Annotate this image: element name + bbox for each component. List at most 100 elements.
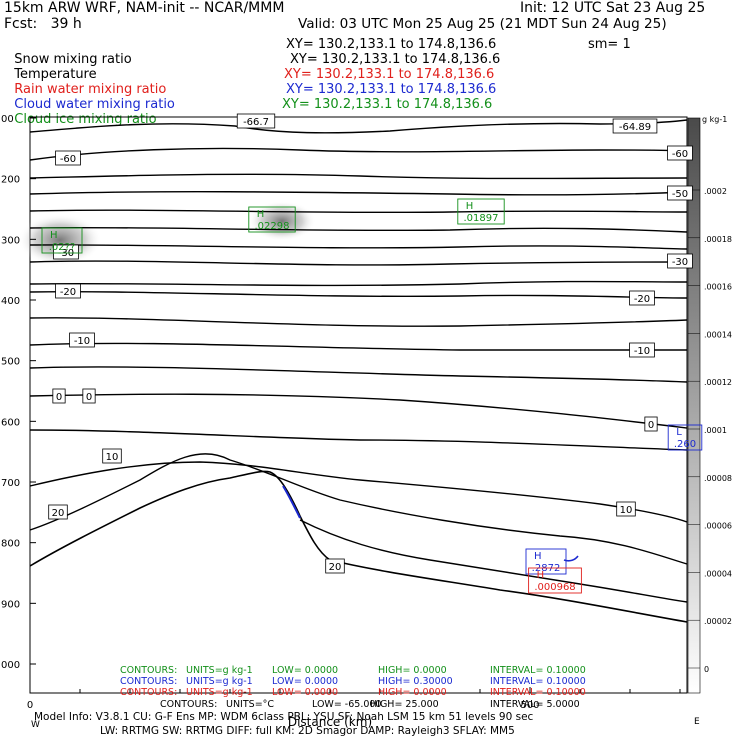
extremum-kind: H (537, 570, 545, 581)
field-xy-temperature: XY= 130.2,133.1 to 174.8,136.6 (290, 52, 501, 67)
colorbar-label: .0002 (704, 187, 727, 196)
temperature-label-box (55, 150, 81, 166)
extremum-value: .02?? (49, 242, 76, 253)
extremum-value: .01897 (464, 213, 499, 224)
colorbar-unit: g kg-1 (702, 115, 727, 124)
isotherm-line (29, 260, 688, 266)
colorbar-label: 0 (704, 665, 709, 674)
colorbar-label: .00012 (704, 378, 732, 387)
isotherm-line (29, 190, 688, 196)
x-axis: 0 500 (27, 687, 681, 711)
field-name: Cloud ice mixing ratio (14, 112, 157, 127)
temperature-label: 0 (86, 392, 92, 403)
model-title: 15km ARW WRF, NAM-init -- NCAR/MMM (4, 0, 285, 16)
extremum-box (528, 567, 582, 594)
isotherm-line (299, 519, 688, 603)
temperature-label: 0 (56, 392, 62, 403)
extremum-box (667, 424, 703, 451)
temperature-label: -60 (60, 154, 76, 165)
contours-interval: INTERVAL= 0.10000 (490, 665, 586, 676)
temperature-label: -10 (74, 336, 90, 347)
extremum-value: .02298 (255, 221, 290, 232)
y-tick-label: 700 (1, 478, 20, 489)
y-tick-label: 800 (1, 539, 20, 550)
temperature-label-box (48, 504, 68, 520)
temperature-label: 20 (52, 508, 65, 519)
temperature-label: -64.89 (619, 122, 651, 133)
contours-low: LOW= 0.0000 (272, 665, 338, 676)
field-xy-cloud-ice: XY= 130.2,133.1 to 174.8,136.6 (282, 97, 493, 112)
temperature-label-box (53, 244, 79, 260)
isotherm-line (29, 429, 688, 451)
isotherm-line (29, 280, 688, 287)
temperature-label: -30 (672, 257, 688, 268)
model-info-footer: Model Info: V3.8.1 CU: G-F Ens MP: WDM 6… (34, 711, 534, 723)
extremum-value: .2872 (532, 563, 561, 574)
isotherm-line (29, 317, 688, 327)
contours-high: HIGH= 0.0000 (378, 687, 447, 698)
temperature-label: 10 (620, 505, 633, 516)
contours-high: HIGH= 25.000 (370, 699, 439, 710)
field-xy-snow: XY= 130.2,133.1 to 174.8,136.6 (286, 37, 497, 52)
init-time: Init: 12 UTC Sat 23 Aug 25 (520, 0, 706, 16)
temperature-label-box (55, 283, 81, 299)
colorbar-label: .00002 (704, 617, 732, 626)
isotherm-line (29, 244, 688, 250)
y-tick-label: 900 (1, 599, 20, 610)
temperature-label-box (667, 253, 693, 269)
contours-low: LOW= 0.0000 (272, 687, 338, 698)
temperature-label: 0 (648, 420, 654, 431)
temperature-label: -20 (634, 294, 650, 305)
temperature-label-box (667, 185, 693, 201)
isotherm-line (29, 461, 688, 523)
field-row-cloud-water: Cloud water mixing ratio (6, 82, 175, 112)
extremum-kind: H (466, 201, 474, 212)
temperature-label-box (82, 388, 96, 404)
isotherm-line (29, 366, 688, 383)
y-tick-label: 400 (1, 296, 20, 307)
extremum-value: .000968 (534, 582, 575, 593)
isotherm-line (29, 147, 688, 161)
extremum-box (457, 198, 505, 225)
plot-frame (29, 116, 688, 694)
extremum-kind: L (676, 427, 682, 438)
y-tick-label: 500 (1, 357, 20, 368)
extremum-value: .260 (674, 439, 696, 450)
y-tick-label: 00 (1, 114, 14, 125)
temperature-label: 10 (106, 452, 119, 463)
terrain-line (29, 470, 688, 623)
field-row-temperature: Temperature (6, 52, 96, 82)
y-tick-label: 000 (1, 660, 20, 671)
x-tick-label: 0 (27, 700, 33, 711)
contours-units: UNITS=g kg-1 (186, 687, 253, 698)
temperature-label-box (667, 145, 693, 161)
y-tick-label: 300 (1, 235, 20, 246)
temperature-label-box (52, 388, 66, 404)
contours-label: CONTOURS: (120, 676, 177, 687)
temperature-label-box (612, 118, 658, 134)
temperature-label: -66.7 (243, 117, 269, 128)
colorbar-label: .00004 (704, 569, 732, 578)
isotherm-line (29, 342, 687, 351)
colorbar-label: .00014 (704, 330, 732, 339)
isotherm-line (29, 393, 688, 429)
temperature-label: 20 (329, 562, 342, 573)
field-row-rain: Rain water mixing ratio (6, 67, 166, 97)
extremum-box (525, 548, 567, 575)
colorbar-label: .00008 (704, 474, 732, 483)
cloud-water-contour (282, 485, 301, 519)
cloud-water-contour (563, 555, 579, 562)
contours-interval: INTERVAL= 5.0000 (490, 699, 580, 710)
temperature-label: -30 (58, 248, 74, 259)
contours-info: CONTOURS: UNITS=g kg-1 LOW= 0.0000 HIGH= 0.… (120, 665, 586, 710)
field-name: Cloud water mixing ratio (14, 97, 175, 112)
contours-units: UNITS=°C (226, 699, 274, 710)
field-xy-cloud-water: XY= 130.2,133.1 to 174.8,136.6 (286, 82, 497, 97)
field-row-cloud-ice: Cloud ice mixing ratio (6, 97, 157, 127)
isotherm-line (29, 119, 688, 134)
temperature-label: -20 (60, 287, 76, 298)
isotherm-line (29, 453, 688, 565)
isotherm-line (29, 173, 688, 180)
contours-low: LOW= -65.000 (312, 699, 381, 710)
